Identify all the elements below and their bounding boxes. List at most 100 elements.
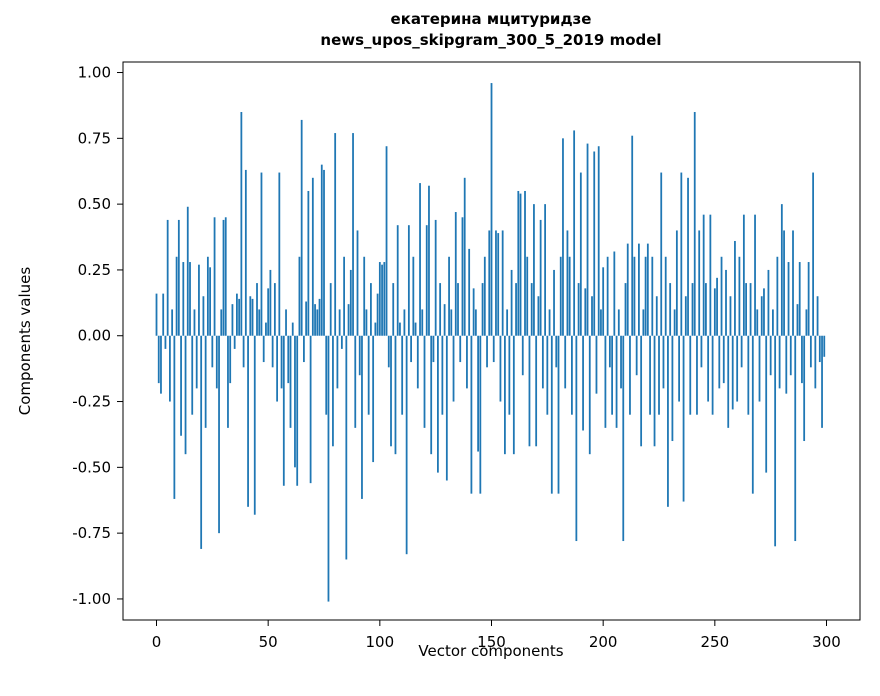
bar bbox=[765, 335, 768, 473]
bar bbox=[474, 309, 477, 336]
bar bbox=[309, 335, 312, 484]
bar bbox=[280, 335, 283, 389]
bar bbox=[638, 243, 640, 336]
bar bbox=[508, 335, 511, 415]
chart-title-line1: екатерина мцитуридзе bbox=[391, 10, 592, 28]
bar bbox=[778, 335, 781, 389]
bar bbox=[760, 296, 763, 336]
bar bbox=[367, 335, 370, 415]
y-tick-label: 0.00 bbox=[78, 327, 111, 345]
bar bbox=[452, 335, 455, 402]
bar bbox=[414, 322, 417, 336]
bar bbox=[758, 335, 761, 402]
bar bbox=[443, 304, 446, 336]
bar bbox=[809, 335, 812, 368]
bar bbox=[664, 256, 667, 336]
bar bbox=[667, 335, 669, 507]
bar bbox=[381, 264, 383, 336]
bar bbox=[763, 288, 765, 336]
bar bbox=[195, 335, 198, 389]
bar bbox=[285, 309, 287, 336]
bar bbox=[182, 262, 185, 336]
bar bbox=[593, 151, 596, 336]
bar bbox=[506, 309, 509, 336]
bar bbox=[370, 283, 372, 336]
bar bbox=[615, 335, 618, 428]
bar bbox=[233, 335, 236, 349]
bar bbox=[631, 135, 634, 336]
bar bbox=[240, 112, 243, 336]
bar bbox=[365, 309, 368, 336]
bar bbox=[512, 335, 515, 455]
bar bbox=[660, 172, 663, 336]
bar bbox=[157, 335, 160, 384]
bar bbox=[588, 335, 591, 455]
bar bbox=[311, 177, 314, 336]
bar bbox=[407, 225, 410, 336]
bar bbox=[189, 262, 191, 336]
bar bbox=[789, 335, 792, 376]
bar bbox=[193, 309, 196, 336]
bar bbox=[416, 335, 419, 389]
bar bbox=[450, 309, 453, 336]
bar bbox=[546, 335, 549, 415]
bar bbox=[729, 296, 732, 336]
bar bbox=[640, 335, 643, 447]
bar bbox=[184, 335, 187, 455]
bar bbox=[434, 219, 437, 336]
bar bbox=[374, 322, 377, 336]
bar bbox=[481, 283, 484, 336]
bar bbox=[767, 269, 770, 336]
bar bbox=[327, 335, 330, 602]
bar bbox=[186, 206, 189, 336]
bar bbox=[363, 256, 366, 336]
bar bbox=[727, 335, 730, 428]
bar bbox=[698, 230, 701, 336]
bar bbox=[682, 335, 685, 502]
bar bbox=[745, 283, 747, 336]
bar bbox=[461, 217, 464, 336]
bar bbox=[162, 293, 165, 336]
bar bbox=[468, 248, 471, 336]
bar bbox=[595, 335, 598, 394]
bar bbox=[421, 309, 424, 336]
y-tick-label: -0.25 bbox=[72, 393, 111, 411]
bar bbox=[537, 296, 540, 336]
bar bbox=[785, 335, 788, 394]
bar bbox=[378, 262, 381, 336]
x-tick-label: 150 bbox=[477, 633, 506, 651]
bar bbox=[260, 172, 263, 336]
bar bbox=[624, 283, 627, 336]
bar bbox=[780, 204, 783, 336]
bar bbox=[566, 230, 569, 336]
bar bbox=[329, 283, 332, 336]
bar bbox=[736, 335, 739, 402]
bar bbox=[334, 133, 337, 336]
bar bbox=[521, 335, 524, 376]
bar bbox=[343, 256, 345, 336]
bar bbox=[470, 335, 473, 494]
bar bbox=[267, 288, 270, 336]
x-axis-ticks: 0 50 100 150 200 250 300 bbox=[152, 620, 841, 651]
bar bbox=[693, 112, 696, 336]
bar bbox=[396, 225, 399, 336]
bar bbox=[573, 130, 576, 336]
bar bbox=[238, 298, 241, 336]
bar bbox=[742, 214, 745, 336]
bar bbox=[256, 283, 258, 336]
x-tick-label: 50 bbox=[259, 633, 278, 651]
bar bbox=[314, 304, 316, 336]
bar bbox=[244, 169, 247, 336]
bar bbox=[385, 146, 388, 336]
bar bbox=[394, 335, 397, 455]
bar bbox=[247, 335, 249, 507]
bar bbox=[711, 335, 714, 415]
bar bbox=[251, 298, 254, 336]
bar bbox=[428, 185, 430, 336]
bar bbox=[568, 256, 571, 336]
bar bbox=[705, 283, 707, 336]
bar bbox=[198, 264, 200, 336]
bar bbox=[488, 230, 491, 336]
y-axis-ticks: -1.00 -0.75 -0.50 -0.25 0.00 0.25 0.50 0.75 1.00 bbox=[72, 64, 123, 608]
